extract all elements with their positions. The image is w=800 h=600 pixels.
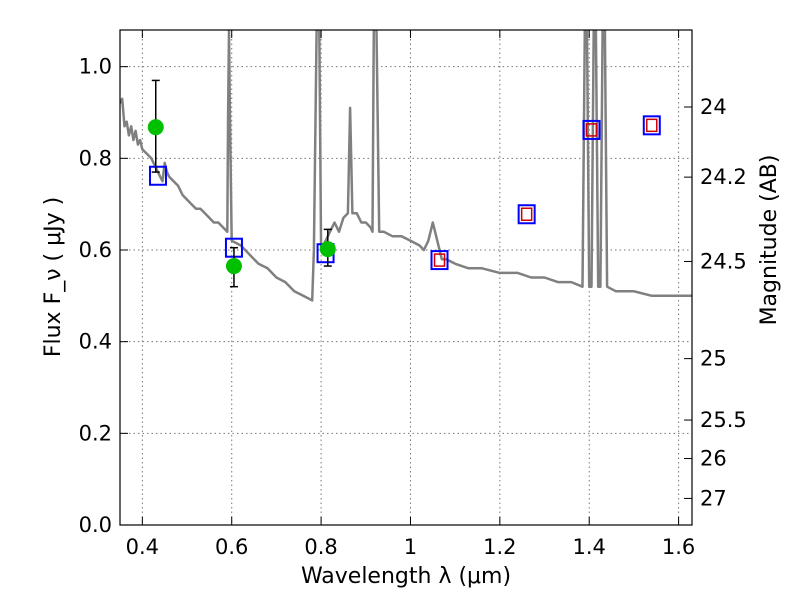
plot-area <box>120 30 692 302</box>
y2-tick-label: 25.5 <box>700 408 747 432</box>
y-axis-label: Flux F_ν ( μJy ) <box>41 197 66 357</box>
y2-tick-label: 24.5 <box>700 249 747 273</box>
y2-tick-label: 25 <box>700 347 727 371</box>
x-tick-label: 0.6 <box>215 535 248 559</box>
observed-flux-point <box>225 258 242 275</box>
x-tick-label: 1.4 <box>573 535 606 559</box>
y-tick-label: 0.0 <box>79 513 112 537</box>
y2-tick-label: 24.2 <box>700 165 747 189</box>
model-flux-inner-box <box>585 123 598 137</box>
y2-tick-label: 26 <box>700 447 727 471</box>
observed-flux-point <box>319 241 336 258</box>
y-tick-label: 0.8 <box>79 146 112 170</box>
x-tick-label: 0.4 <box>126 535 159 559</box>
y2-tick-label: 27 <box>700 486 727 510</box>
grid-lines <box>120 30 692 526</box>
x-tick-label: 1 <box>404 535 417 559</box>
y-tick-label: 0.2 <box>79 421 112 445</box>
model-flux-box <box>430 250 449 271</box>
template-spectrum-line <box>120 30 692 302</box>
model-flux-inner-box <box>433 253 446 267</box>
y-tick-label: 0.6 <box>79 238 112 262</box>
model-flux-box <box>642 115 661 136</box>
y2-axis-label: Magnitude (AB) <box>757 155 782 326</box>
observed-flux-point <box>147 119 164 136</box>
x-tick-label: 0.8 <box>304 535 337 559</box>
model-flux-box <box>517 204 536 225</box>
x-axis-label: Wavelength λ (μm) <box>301 564 511 589</box>
model-flux-box <box>582 119 601 140</box>
model-flux-inner-box <box>646 118 658 133</box>
axis-ticks: 0.4 0.6 0.8 1 1.2 1.4 1.6 0.0 0.2 0.4 0.6 0.8 1.0 24 2… <box>79 30 747 559</box>
y-tick-label: 0.4 <box>79 330 112 354</box>
x-tick-label: 1.2 <box>483 535 516 559</box>
plot-frame <box>119 29 693 526</box>
model-flux-box <box>148 165 167 186</box>
y2-tick-label: 24 <box>700 95 727 119</box>
model-flux-inner-box <box>520 207 533 221</box>
x-tick-label: 1.6 <box>662 535 695 559</box>
y-tick-label: 1.0 <box>79 55 112 79</box>
